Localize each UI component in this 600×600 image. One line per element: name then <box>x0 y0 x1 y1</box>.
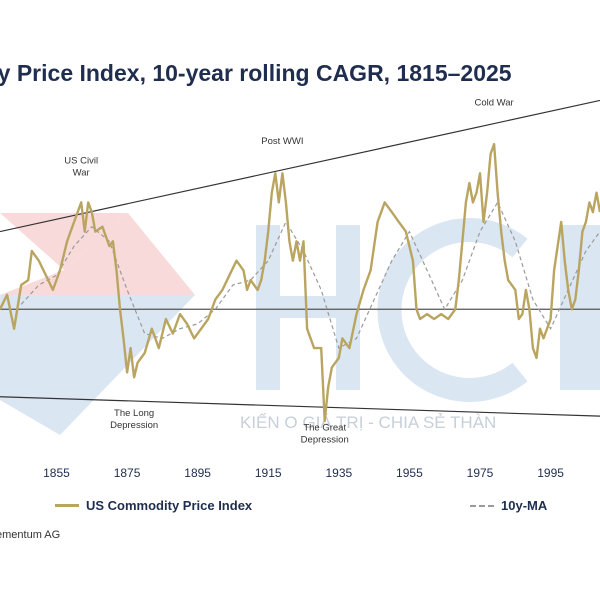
x-tick-label-1895: 1895 <box>184 466 211 480</box>
chart-title: ty Price Index, 10-year rolling CAGR, 18… <box>0 60 512 86</box>
legend-label-ma: 10y-MA <box>501 498 548 513</box>
watermark-logo <box>0 213 600 435</box>
annotation-label-2: Post WWI <box>261 136 303 147</box>
x-tick-label-1995: 1995 <box>537 466 564 480</box>
trend-line-lower <box>0 396 600 417</box>
trend-line-upper <box>0 99 600 233</box>
legend-item-ma: 10y-MA <box>470 498 547 513</box>
x-tick-label-1955: 1955 <box>396 466 423 480</box>
legend-swatch-ma <box>470 504 494 507</box>
annotation-label-3: The Great Depression <box>301 423 349 446</box>
source-note: ementum AG <box>0 529 61 541</box>
x-tick-label-1935: 1935 <box>325 466 352 480</box>
legend-item-index: US Commodity Price Index <box>55 498 252 513</box>
annotation-label-4: Cold War <box>474 97 513 108</box>
series-line-10y-ma <box>20 201 600 349</box>
legend-label-index: US Commodity Price Index <box>86 498 253 513</box>
annotation-label-0: US Civil War <box>64 156 98 179</box>
x-tick-label-1915: 1915 <box>255 466 282 480</box>
x-tick-label-1875: 1875 <box>114 466 141 480</box>
x-tick-label-1975: 1975 <box>467 466 494 480</box>
x-tick-label-1855: 1855 <box>43 466 70 480</box>
annotation-label-1: The Long Depression <box>110 408 158 431</box>
watermark-text: KIẾN O GIÁ TRỊ - CHIA SẺ THÀN <box>240 413 496 432</box>
series-line-commodity-index <box>0 142 600 423</box>
legend-swatch-index <box>55 504 79 507</box>
